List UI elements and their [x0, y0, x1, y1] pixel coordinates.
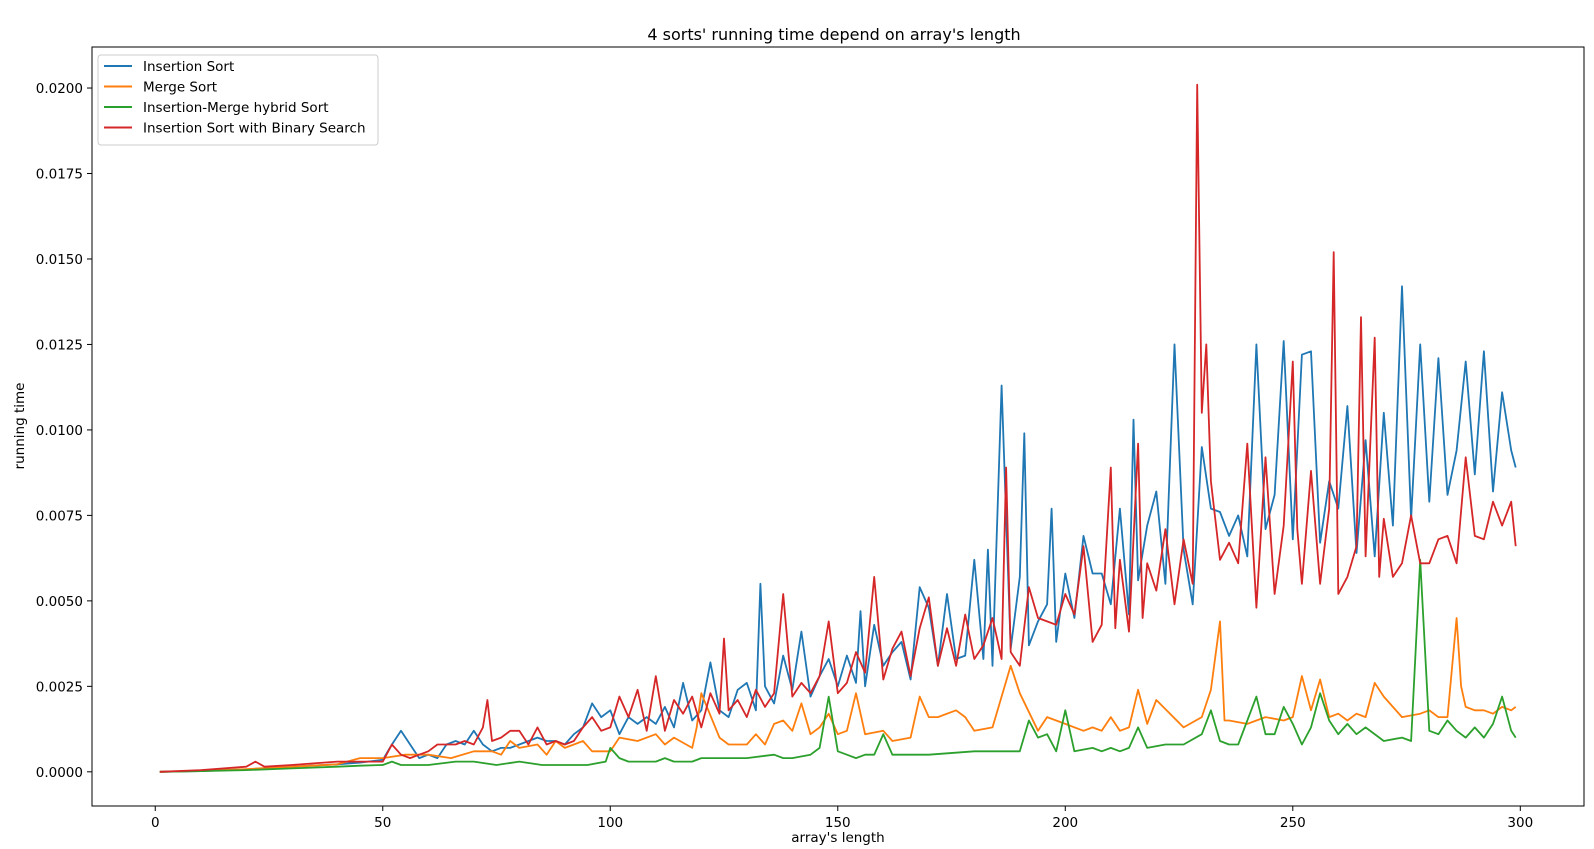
y-axis-label: running time — [12, 383, 28, 470]
chart-title: 4 sorts' running time depend on array's … — [647, 25, 1020, 44]
y-tick-label: 0.0150 — [36, 252, 83, 268]
x-axis-label: array's length — [791, 830, 884, 846]
y-tick-label: 0.0125 — [36, 337, 83, 353]
legend-label: Insertion-Merge hybrid Sort — [143, 100, 329, 116]
x-tick-label: 100 — [597, 815, 623, 831]
y-tick-label: 0.0175 — [36, 167, 83, 183]
series-line — [159, 558, 1517, 773]
legend: Insertion Sort Merge Sort Insertion-Merge … — [97, 54, 379, 146]
legend-label: Insertion Sort — [143, 59, 234, 75]
x-tick-label: 200 — [1052, 815, 1078, 831]
x-tick-label: 50 — [374, 815, 391, 831]
y-tick-label: 0.0100 — [36, 423, 83, 439]
x-axis: 0 50 100 150 200 250 300 — [151, 806, 1533, 831]
x-tick-label: 0 — [151, 815, 160, 831]
series-line — [159, 83, 1517, 773]
y-tick-label: 0.0200 — [36, 81, 83, 97]
legend-label: Merge Sort — [143, 80, 217, 96]
y-tick-label: 0.0025 — [36, 679, 83, 695]
series-lines — [159, 83, 1517, 773]
y-tick-label: 0.0050 — [36, 594, 83, 610]
x-tick-label: 250 — [1280, 815, 1306, 831]
x-tick-label: 150 — [825, 815, 851, 831]
series-line — [159, 285, 1517, 773]
series-line — [159, 617, 1517, 773]
y-tick-label: 0.0000 — [36, 765, 83, 781]
y-tick-label: 0.0075 — [36, 508, 83, 524]
legend-box — [97, 54, 379, 146]
legend-label: Insertion Sort with Binary Search — [143, 121, 366, 137]
x-tick-label: 300 — [1507, 815, 1533, 831]
y-axis: 0.0000 0.0025 0.0050 0.0075 0.0100 0.0125 0.01… — [36, 81, 92, 781]
